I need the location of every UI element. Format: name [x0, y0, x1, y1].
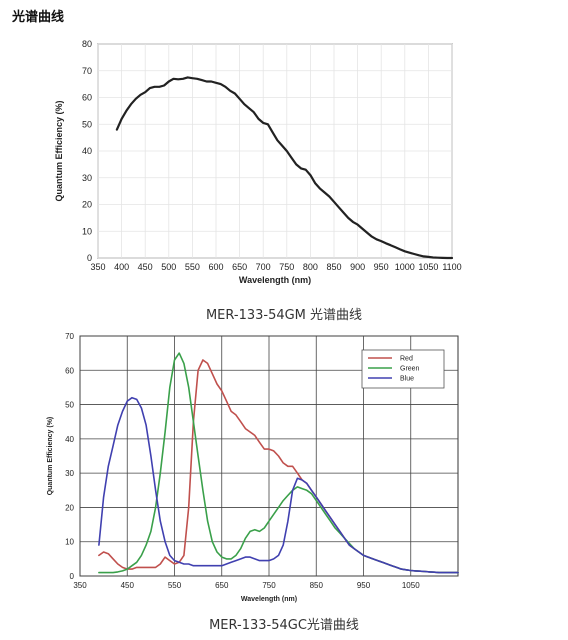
y-axis-label: Quantum Efficiency (%) [47, 417, 54, 496]
x-axis-label: Wavelength (nm) [239, 275, 311, 285]
x-tick-label: 450 [138, 262, 153, 272]
x-tick-label: 500 [161, 262, 176, 272]
mono-chart-caption: MER-133-54GM 光谱曲线 [205, 308, 363, 323]
legend-label-green: Green [400, 366, 420, 373]
x-tick-label: 400 [114, 262, 129, 272]
y-tick-label: 10 [82, 226, 92, 236]
x-tick-label: 700 [256, 262, 271, 272]
x-tick-label: 750 [262, 581, 276, 590]
color-qe-chart: 350 450 550 650 750 850 950 1050 0 10 20 30 40 50 60 70… [47, 332, 459, 603]
y-tick-label: 50 [65, 401, 74, 410]
x-tick-label: 650 [232, 262, 247, 272]
legend-label-red: Red [400, 356, 413, 363]
y-tick-label: 0 [70, 572, 75, 581]
y-tick-label: 20 [65, 503, 74, 512]
y-tick-label: 30 [82, 173, 92, 183]
x-tick-label: 550 [168, 581, 182, 590]
x-tick-label: 1100 [442, 262, 461, 272]
y-tick-label: 0 [87, 253, 92, 263]
x-tick-label: 1000 [395, 262, 415, 272]
x-tick-label: 450 [121, 581, 135, 590]
x-tick-label: 600 [208, 262, 223, 272]
y-tick-label: 50 [82, 119, 92, 129]
x-axis-label: Wavelength (nm) [241, 596, 297, 603]
y-tick-label: 60 [82, 93, 92, 103]
x-tick-label: 900 [350, 262, 365, 272]
legend-box [361, 349, 445, 389]
y-tick-label: 20 [82, 200, 92, 210]
x-tick-label: 1050 [402, 581, 420, 590]
x-tick-label: 550 [185, 262, 200, 272]
x-tick-label: 350 [90, 262, 105, 272]
y-tick-label: 40 [65, 435, 74, 444]
page-heading: 光谱曲线 [12, 10, 65, 25]
x-tick-label: 950 [357, 581, 371, 590]
x-tick-label: 950 [374, 262, 389, 272]
series-line-0 [115, 76, 454, 260]
y-tick-label: 70 [82, 66, 92, 76]
y-tick-label: 40 [82, 146, 92, 156]
x-tick-label: 850 [310, 581, 324, 590]
x-tick-label: 350 [73, 581, 87, 590]
legend-label-blue: Blue [400, 376, 414, 383]
color-chart-caption: MER-133-54GC光谱曲线 [209, 618, 359, 633]
y-tick-label: 10 [65, 538, 74, 547]
y-tick-label: 30 [65, 469, 74, 478]
y-tick-label: 70 [65, 332, 74, 341]
x-tick-label: 750 [279, 262, 294, 272]
y-tick-label: 80 [82, 39, 92, 49]
mono-qe-chart: 350 400 450 500 550 600 650 700 750 800 850 900 950 1… [54, 39, 462, 285]
x-tick-label: 650 [215, 581, 229, 590]
series-line-blue [98, 396, 459, 574]
x-tick-label: 800 [303, 262, 318, 272]
y-tick-label: 60 [65, 366, 74, 375]
x-tick-label: 1050 [418, 262, 438, 272]
y-axis-label: Quantum Efficiency (%) [54, 100, 64, 201]
x-tick-label: 850 [326, 262, 341, 272]
